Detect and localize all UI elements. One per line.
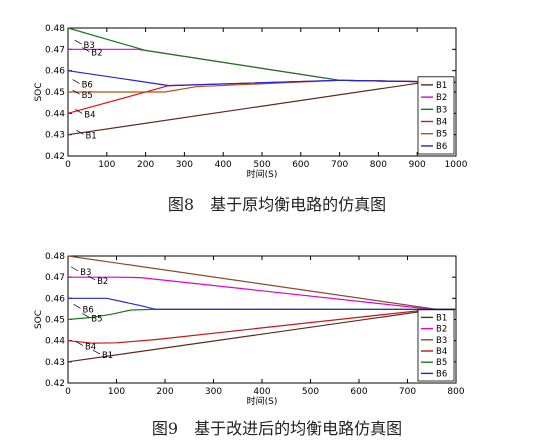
legend-label-b4: B4	[436, 347, 447, 357]
legend-label-b2: B2	[436, 93, 447, 103]
series-annotation: B6	[83, 305, 94, 315]
y-axis-label: SOC	[34, 310, 44, 329]
series-annotation: B1	[102, 351, 113, 361]
annotation-arrow	[82, 47, 90, 52]
legend-label-b1: B1	[436, 81, 447, 91]
annotation-arrow	[72, 89, 80, 95]
legend-label-b4: B4	[436, 118, 447, 128]
series-annotation: B4	[84, 110, 95, 120]
figure-8-caption: 图8 基于原均衡电路的仿真图	[167, 195, 387, 214]
legend-label-b3: B3	[436, 105, 447, 115]
y-axis-label: SOC	[34, 82, 44, 101]
series-annotation: B5	[82, 91, 93, 101]
annotation-arrow	[70, 266, 79, 272]
x-axis-label: 时间(S)	[247, 395, 278, 407]
x-tick-label: 500	[302, 387, 319, 397]
annotation-arrow	[82, 313, 90, 318]
x-tick-label: 400	[215, 160, 232, 170]
x-tick-label: 500	[253, 160, 270, 170]
series-annotation: B5	[91, 314, 102, 324]
y-tick-label: 0.45	[45, 316, 65, 326]
y-tick-label: 0.48	[45, 252, 65, 262]
annotation-arrow	[92, 349, 101, 355]
legend-label-b5: B5	[436, 130, 447, 140]
soc-chart-original: 0 100 200 300 400 500 600 700 800 900 1000 0.42 0.43…	[34, 24, 468, 180]
legend-label-b5: B5	[436, 358, 447, 368]
series-annotation: B1	[85, 131, 96, 141]
x-tick-label: 400	[253, 387, 270, 397]
x-axis-label: 时间(S)	[247, 168, 278, 180]
series-annotation: B2	[97, 277, 108, 287]
x-tick-label: 900	[409, 160, 426, 170]
legend-label-b6: B6	[436, 369, 447, 379]
y-tick-label: 0.47	[45, 45, 65, 55]
plot-frame	[67, 255, 457, 384]
y-tick-label: 0.43	[45, 358, 65, 368]
series-annotation: B6	[82, 81, 93, 91]
x-tick-label: 100	[108, 387, 125, 397]
y-tick-label: 0.44	[45, 337, 65, 347]
series-line-b6	[68, 297, 456, 310]
y-tick-label: 0.48	[45, 24, 65, 34]
x-tick-label: 0	[65, 160, 71, 170]
series-line-b6	[67, 70, 457, 87]
figure-9-caption: 图9 基于改进后的均衡电路仿真图	[151, 419, 403, 438]
annotation-arrow	[87, 275, 96, 281]
legend-box	[417, 76, 455, 155]
y-tick-label: 0.46	[45, 67, 65, 77]
x-tick-label: 0	[65, 387, 71, 397]
x-tick-label: 1000	[445, 160, 468, 170]
y-tick-label: 0.45	[45, 88, 65, 98]
annotation-arrow	[74, 39, 82, 45]
x-tick-label: 100	[98, 160, 115, 170]
annotation-arrow	[75, 341, 84, 346]
x-tick-label: 800	[370, 160, 387, 170]
series-annotation: B3	[80, 268, 91, 278]
y-tick-label: 0.43	[45, 131, 65, 141]
legend-label-b6: B6	[436, 142, 447, 152]
annotation-arrow	[73, 304, 81, 309]
soc-chart-improved: 0 100 200 300 400 500 600 700 800 0.42 0.43 0.44 0.4…	[34, 252, 465, 407]
x-tick-label: 300	[176, 160, 193, 170]
series-annotation: B3	[84, 41, 95, 51]
x-tick-label: 600	[292, 160, 309, 170]
x-tick-label: 700	[399, 387, 416, 397]
annotation-arrow	[75, 109, 83, 114]
series-annotation: B2	[91, 49, 102, 59]
x-tick-label: 700	[331, 160, 348, 170]
annotation-arrow	[76, 130, 84, 135]
x-tick-label: 300	[205, 387, 222, 397]
y-tick-label: 0.42	[45, 379, 65, 389]
x-tick-label: 200	[156, 387, 173, 397]
x-tick-label: 800	[447, 387, 464, 397]
y-tick-label: 0.47	[45, 273, 65, 283]
legend-box	[417, 309, 455, 382]
annotation-arrow	[72, 79, 80, 84]
x-tick-label: 600	[350, 387, 367, 397]
legend-label-b2: B2	[436, 325, 447, 335]
legend-label-b3: B3	[436, 336, 447, 346]
y-tick-label: 0.44	[45, 109, 65, 119]
y-tick-label: 0.42	[45, 152, 65, 162]
y-tick-label: 0.46	[45, 294, 65, 304]
series-annotation: B4	[85, 343, 96, 353]
x-tick-label: 200	[137, 160, 154, 170]
legend-label-b1: B1	[436, 313, 447, 323]
